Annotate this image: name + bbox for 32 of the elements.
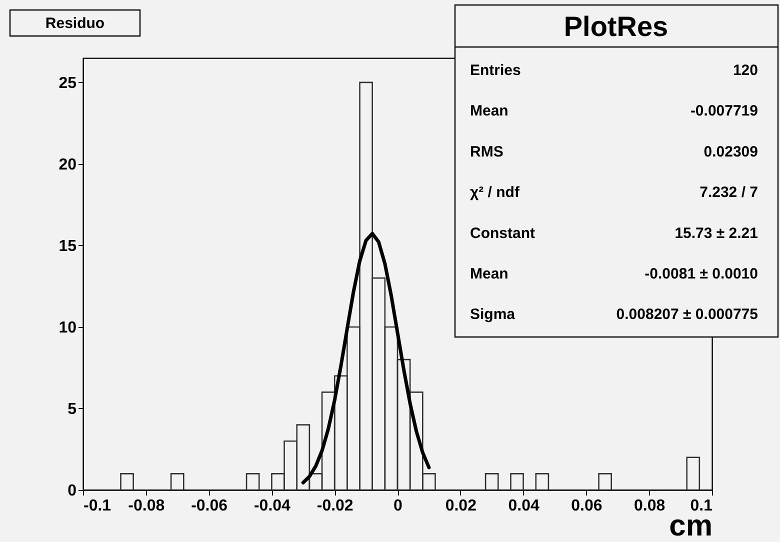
annotation: Constant xyxy=(470,224,535,242)
y-tick-label: 20 xyxy=(58,156,77,174)
x-tick-label: -0.02 xyxy=(316,498,354,514)
annotation: Entries xyxy=(470,62,521,79)
x-tick-label: 0.04 xyxy=(508,498,540,514)
annotation: 0.02309 xyxy=(704,143,758,160)
annotation: Sigma xyxy=(470,306,516,324)
annotation: -0.007719 xyxy=(690,102,758,120)
annotation: -0.0081 ± 0.0010 xyxy=(644,266,758,282)
y-tick-label: 15 xyxy=(58,238,77,255)
x-tick-label: 0.06 xyxy=(571,498,602,514)
annotation: χ² / ndf xyxy=(470,184,520,202)
annotation: 7.232 / 7 xyxy=(700,184,758,202)
x-tick-label: -0.1 xyxy=(84,498,112,514)
annotation: 0.008207 ± 0.000775 xyxy=(616,306,758,324)
annotation: Mean xyxy=(470,102,508,120)
text: 120 xyxy=(732,62,758,79)
x-tick-label: 0 xyxy=(394,498,403,514)
y-tick-label: 25 xyxy=(58,74,77,92)
annotation: RMS xyxy=(470,143,504,160)
annotation: 15.73 ± 2.21 xyxy=(674,224,758,242)
x-tick-label: 0.02 xyxy=(445,498,477,514)
x-tick-label: 0.08 xyxy=(634,498,666,514)
text: PlotRes xyxy=(564,11,668,42)
x-tick-label: -0.04 xyxy=(254,498,291,514)
annotation: Mean xyxy=(470,266,508,282)
x-tick-label: -0.08 xyxy=(128,498,165,514)
y-tick-label: 10 xyxy=(58,319,77,336)
y-tick-label: 0 xyxy=(68,482,77,500)
x-tick-label: -0.06 xyxy=(191,498,228,514)
chart-title: Residuo xyxy=(45,15,105,32)
y-tick-label: 5 xyxy=(68,400,77,418)
